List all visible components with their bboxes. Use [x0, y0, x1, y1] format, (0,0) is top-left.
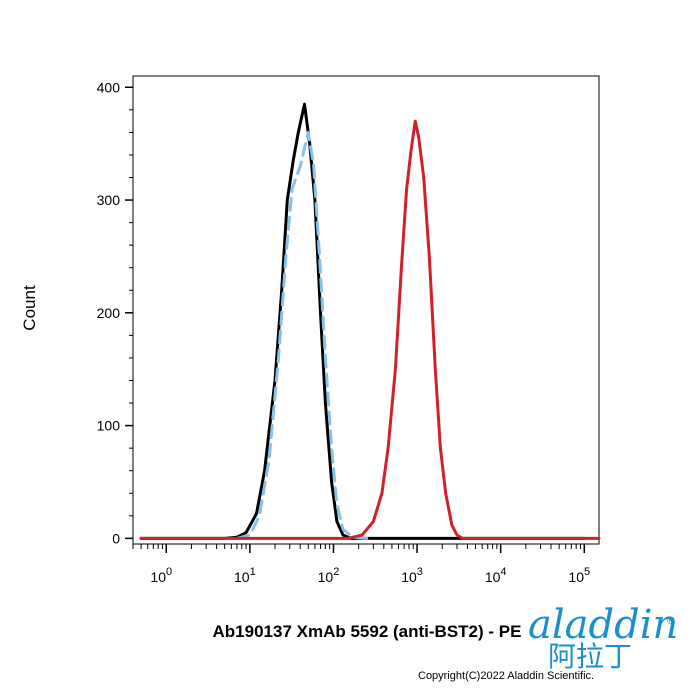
logo-text-cn: 阿拉丁	[548, 640, 632, 673]
plot-area-border	[132, 75, 600, 545]
control-curve	[139, 102, 586, 540]
x-axis: 100 101 102 103 104 105	[132, 544, 590, 585]
series-curves	[139, 102, 601, 540]
plot-frame	[132, 75, 600, 545]
x-axis-title: Ab190137 XmAb 5592 (anti-BST2) - PE	[213, 622, 522, 641]
y-tick-label: 200	[97, 305, 121, 321]
x-tick-label: 103	[401, 566, 423, 585]
logo-text-en: aladdin	[528, 602, 678, 648]
y-tick-label: 300	[97, 192, 121, 208]
copyright-text: Copyright(C)2022 Aladdin Scientific.	[418, 670, 594, 682]
stained-curve	[139, 119, 601, 540]
aladdin-logo: aladdin ® 阿拉丁	[528, 602, 678, 673]
y-tick-label: 100	[97, 418, 121, 434]
y-tick-label: 400	[97, 79, 121, 95]
x-tick-label: 101	[234, 566, 256, 585]
y-tick-label: 0	[112, 530, 120, 546]
y-axis: 0 100 200 300 400	[97, 79, 133, 546]
y-axis-title: Count	[20, 285, 39, 331]
x-tick-label: 102	[318, 566, 340, 585]
logo-registered-mark: ®	[667, 616, 675, 627]
x-tick-label: 105	[568, 566, 590, 585]
isotype-curve	[235, 130, 369, 540]
x-tick-label: 104	[485, 566, 507, 585]
x-tick-label: 100	[150, 566, 172, 585]
